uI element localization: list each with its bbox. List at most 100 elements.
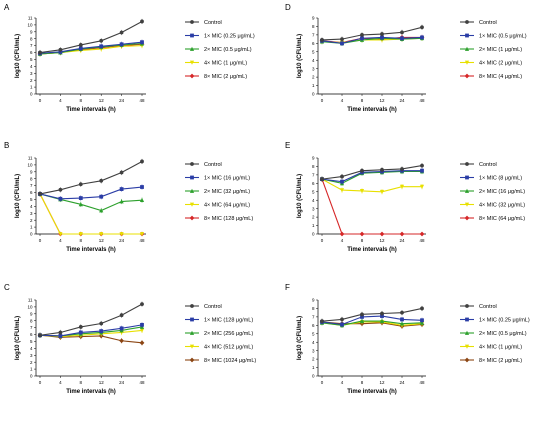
legend-label: 8× MIC (2 μg/mL): [479, 358, 522, 364]
data-point: [78, 232, 83, 237]
data-point: [139, 232, 145, 237]
legend-marker: [464, 202, 470, 207]
y-tick-label: 7: [312, 314, 315, 319]
x-axis-title: Time intervals (h): [66, 107, 116, 113]
legend: Control 1× MIC (0.25 μg/mL) 2× MIC (0.5 μg…: [185, 20, 255, 80]
data-point: [380, 167, 384, 172]
y-tick-label: 10: [27, 163, 33, 168]
x-axis-title: Time intervals (h): [66, 389, 116, 395]
data-point: [78, 196, 83, 200]
series-line: [39, 334, 143, 344]
x-tick-label: 48: [139, 98, 145, 103]
y-tick-label: 2: [312, 75, 315, 80]
data-point: [380, 311, 384, 316]
data-point: [419, 184, 425, 190]
x-tick-label: 12: [99, 238, 105, 243]
x-tick-label: 8: [80, 98, 83, 103]
y-tick-label: 3: [30, 353, 33, 358]
x-tick-label: 12: [379, 238, 385, 243]
x-tick-label: 24: [399, 380, 405, 385]
data-point: [119, 232, 124, 237]
data-point: [360, 32, 364, 37]
data-point: [119, 30, 124, 35]
y-tick-label: 7: [312, 32, 315, 37]
legend-label: 4× MIC (2 μg/mL): [479, 61, 522, 67]
y-tick-label: 4: [30, 64, 33, 69]
x-tick-label: 8: [361, 238, 364, 243]
series-1: [38, 184, 144, 202]
data-point: [119, 187, 124, 191]
legend-marker: [190, 304, 194, 308]
x-tick-label: 8: [361, 98, 364, 103]
series-line: [321, 36, 423, 44]
data-point: [140, 40, 144, 45]
data-point: [99, 329, 104, 333]
x-tick-label: 12: [379, 98, 385, 103]
panel-letter: E: [285, 141, 290, 150]
data-point: [400, 36, 404, 41]
legend-marker: [464, 215, 470, 221]
data-point: [99, 194, 104, 199]
panel-letter: C: [4, 283, 10, 292]
legend-marker: [189, 73, 195, 79]
data-point: [58, 187, 63, 192]
y-tick-label: 0: [312, 232, 315, 237]
series-0: [38, 18, 144, 56]
data-point: [400, 30, 404, 35]
data-point: [399, 184, 405, 190]
legend-marker: [464, 46, 470, 51]
data-point: [360, 312, 364, 317]
y-tick-label: 2: [312, 215, 315, 220]
y-tick-label: 6: [30, 332, 33, 337]
y-tick-label: 5: [312, 49, 315, 54]
legend-marker: [465, 317, 469, 322]
legend-label: 2× MIC (32 μg/mL): [204, 189, 250, 195]
x-tick-label: 0: [321, 380, 324, 385]
data-point: [119, 170, 124, 175]
data-point: [99, 44, 104, 49]
x-tick-label: 48: [419, 98, 425, 103]
y-tick-label: 6: [312, 41, 315, 46]
data-point: [420, 25, 424, 30]
series-line: [321, 26, 423, 41]
y-tick-label: 1: [312, 365, 315, 370]
y-tick-label: 4: [30, 346, 33, 351]
legend: Control 1× MIC (8 μg/mL) 2× MIC (16 μg/mL)…: [460, 162, 525, 222]
y-tick-label: 3: [30, 71, 33, 76]
series-0: [38, 301, 144, 338]
panel-letter: F: [285, 283, 290, 292]
y-tick-label: 10: [27, 305, 33, 310]
series-line: [321, 170, 422, 184]
y-tick-label: 4: [30, 204, 33, 209]
data-point: [119, 338, 124, 344]
legend-label: Control: [204, 304, 222, 310]
data-point: [78, 330, 83, 335]
x-axis-title: Time intervals (h): [347, 247, 397, 253]
series-line: [39, 193, 142, 235]
legend-label: 8× MIC (4 μg/mL): [479, 74, 522, 80]
legend: Control 1× MIC (0.25 μg/mL) 2× MIC (0.5 μg…: [460, 304, 530, 364]
data-point: [58, 47, 63, 52]
data-point: [340, 174, 344, 179]
y-tick-label: 9: [30, 311, 33, 316]
data-point: [38, 333, 42, 338]
data-point: [99, 208, 104, 213]
y-tick-label: 2: [30, 218, 33, 223]
x-tick-label: 24: [119, 98, 125, 103]
y-tick-label: 6: [312, 181, 315, 186]
data-point: [99, 321, 104, 326]
data-point: [419, 231, 425, 237]
legend-label: 2× MIC (1 μg/mL): [479, 47, 522, 53]
legend-label: Control: [479, 20, 497, 26]
y-tick-label: 2: [30, 78, 33, 83]
y-tick-label: 9: [312, 156, 315, 161]
series-3: [319, 176, 425, 195]
series-line: [321, 170, 422, 183]
y-tick-label: 5: [30, 57, 33, 62]
y-tick-label: 8: [30, 318, 33, 323]
legend-marker: [464, 60, 470, 65]
y-tick-label: 4: [312, 58, 315, 63]
y-tick-label: 2: [312, 357, 315, 362]
